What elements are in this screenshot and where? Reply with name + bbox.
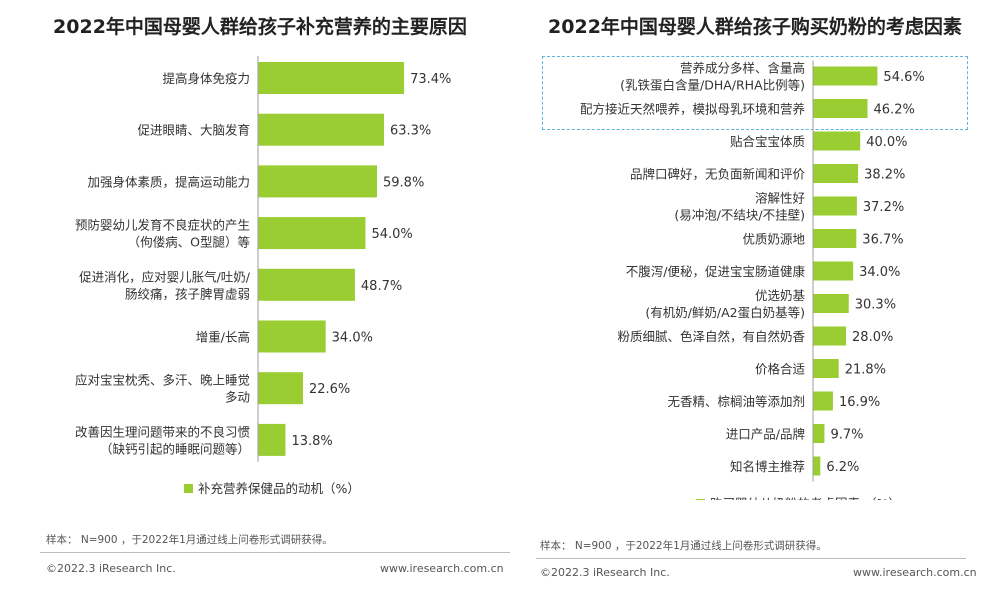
value-label-4: 54.0% [371,227,412,242]
bar-10 [813,359,839,378]
right-chart-title: 2022年中国母婴人群给孩子购买奶粉的考虑因素 [548,16,962,38]
bar-1 [258,62,405,94]
right-copyright: ©2022.3 iResearch Inc. [540,566,670,579]
category-label-11: 无香精、棕榈油等添加剂 [667,394,805,409]
right-website: www.iresearch.com.cn [853,566,977,579]
bar-4 [258,217,366,250]
value-label-8: 13.8% [291,434,332,449]
category-label-2: 促进眼睛、大脑发育 [137,123,250,138]
bar-9 [813,326,847,346]
left-copyright: ©2022.3 iResearch Inc. [46,562,176,575]
category-label-7: 不腹泻/便秘，促进宝宝肠道健康 [626,264,806,279]
left-bar-chart: 73.4% 提高身体免疫力 63.3% 促进眼睛、大脑发育 59.8% 加强身体素质，提高… [75,56,451,496]
left-chart-panel: 2022年中国母婴人群给孩子补充营养的主要原因 73.4% 提高身体免疫力 63.3… [40,16,510,575]
category-label-13: 知名博主推荐 [730,459,805,474]
left-divider [40,552,510,553]
category-label-8: 改善因生理问题带来的不良习惯（缺钙引起的睡眠问题等） [75,424,250,456]
value-label-10: 21.8% [845,363,886,378]
value-label-3: 40.0% [866,135,907,150]
value-label-5: 37.2% [863,200,904,215]
bar-7 [813,261,854,281]
legend-swatch [696,499,705,500]
value-label-11: 16.9% [839,395,880,410]
left-chart-title: 2022年中国母婴人群给孩子补充营养的主要原因 [53,16,467,38]
category-label-6: 增重/长高 [196,330,250,345]
left-sample-note: 样本： N=900 ，于2022年1月通过线上问卷形式调研获得。 [46,534,333,546]
category-label-3: 加强身体素质，提高运动能力 [87,174,250,189]
category-label-4: 预防婴幼儿发育不良症状的产生（佝偻病、O型腿）等 [75,218,250,250]
legend-label: 补充营养保健品的动机（%） [198,481,360,496]
category-label-1: 营养成分多样、含量高(乳铁蛋白含量/DHA/RHA比例等) [620,61,805,93]
category-label-9: 粉质细腻、色泽自然，有自然奶香 [617,329,805,344]
category-label-2: 配方接近天然喂养，模拟母乳环境和营养 [580,102,805,117]
right-bar-chart: 54.6% 营养成分多样、含量高(乳铁蛋白含量/DHA/RHA比例等) 46.2% 配… [580,60,925,500]
legend-swatch [184,484,193,493]
value-label-7: 34.0% [859,265,900,280]
bar-5 [813,196,857,216]
value-label-7: 22.6% [309,382,350,397]
value-label-6: 34.0% [332,331,373,346]
bar-8 [258,423,286,456]
left-website: www.iresearch.com.cn [380,562,504,575]
value-label-6: 36.7% [862,233,903,248]
bar-2 [258,113,384,146]
bar-5 [258,268,355,301]
category-label-5: 溶解性好(易冲泡/不结块/不挂壁) [674,191,805,223]
bar-1 [813,66,878,86]
bar-3 [813,131,861,151]
category-label-3: 贴合宝宝体质 [730,134,805,149]
value-label-1: 73.4% [410,72,451,87]
value-label-9: 28.0% [852,330,893,345]
value-label-1: 54.6% [883,70,924,85]
bar-8 [813,294,849,313]
category-label-6: 优质奶源地 [742,232,805,247]
value-label-4: 38.2% [864,168,905,183]
bar-3 [258,165,378,198]
bar-6 [813,229,857,248]
category-label-10: 价格合适 [755,362,805,377]
value-label-13: 6.2% [826,460,859,475]
bar-6 [258,320,326,353]
value-label-12: 9.7% [830,428,863,443]
bar-2 [813,99,868,118]
bar-12 [813,424,825,443]
right-chart-panel: 2022年中国母婴人群给孩子购买奶粉的考虑因素 54.6% 营养成分多样、含量高(… [520,0,990,598]
value-label-2: 46.2% [874,103,915,118]
category-label-7: 应对宝宝枕秃、多汗、晚上睡觉多动 [75,373,250,405]
bar-7 [258,372,303,405]
category-label-8: 优选奶基(有机奶/鲜奶/A2蛋白奶基等) [645,288,805,320]
legend-label: 购买婴幼儿奶粉的考虑因素 （%） [710,496,901,500]
value-label-2: 63.3% [390,124,431,139]
value-label-8: 30.3% [855,298,896,313]
right-sample-note: 样本： N=900 ，于2022年1月通过线上问卷形式调研获得。 [540,540,827,552]
category-label-5: 促进消化，应对婴儿胀气/吐奶/肠绞痛，孩子脾胃虚弱 [79,269,251,301]
category-label-12: 进口产品/品牌 [726,427,805,442]
bar-4 [813,164,859,183]
category-label-1: 提高身体免疫力 [162,71,250,86]
highlight-box [542,56,968,130]
bar-11 [813,391,833,411]
value-label-3: 59.8% [383,175,424,190]
value-label-5: 48.7% [361,279,402,294]
category-label-4: 品牌口碑好，无负面新闻和评价 [630,167,806,182]
right-divider [536,558,966,559]
bar-13 [813,456,821,476]
